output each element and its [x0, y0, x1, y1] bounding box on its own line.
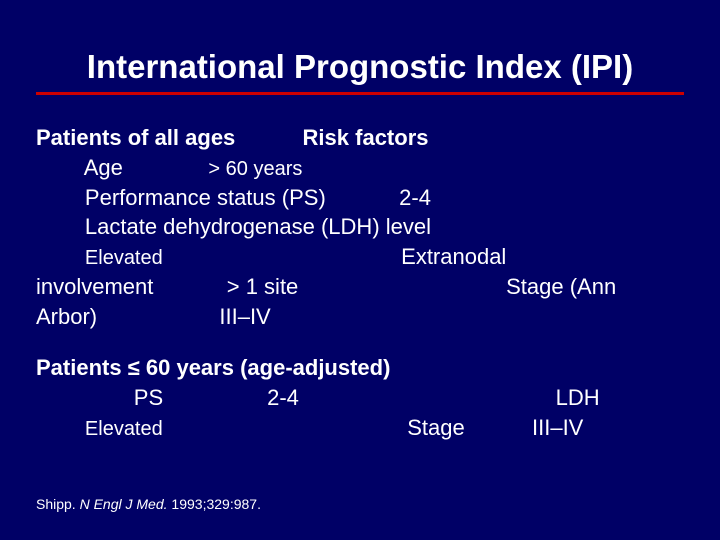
- value-iii-iv-2: III–IV: [532, 415, 583, 440]
- value-ps2: 2-4: [267, 385, 299, 410]
- header-patients-all: Patients of all ages: [36, 125, 235, 150]
- citation-author: Shipp.: [36, 496, 76, 512]
- value-iii-iv-1: III–IV: [219, 304, 270, 329]
- label-ps: Performance status (PS): [85, 185, 326, 210]
- label-involvement: involvement: [36, 274, 153, 299]
- label-ldh2: LDH: [556, 385, 600, 410]
- slide-body: Patients of all ages Risk factors Age > …: [36, 123, 684, 443]
- citation: Shipp. N Engl J Med. 1993;329:987.: [36, 496, 261, 512]
- section2-header: Patients ≤ 60 years (age-adjusted): [36, 353, 684, 383]
- row-elevated-extranodal: Elevated Extranodal: [36, 242, 684, 272]
- value-ps: 2-4: [399, 185, 431, 210]
- row-ps: Performance status (PS) 2-4: [36, 183, 684, 213]
- section2-row2: Elevated Stage III–IV: [36, 413, 684, 443]
- label-extranodal: Extranodal: [401, 244, 506, 269]
- label-elevated2: Elevated: [85, 418, 163, 440]
- section1-header: Patients of all ages Risk factors: [36, 123, 684, 153]
- value-age: > 60 years: [208, 158, 302, 180]
- value-site: > 1 site: [227, 274, 299, 299]
- label-stage-ann: Stage (Ann: [506, 274, 616, 299]
- row-age: Age > 60 years: [36, 153, 684, 183]
- label-stage2: Stage: [407, 415, 465, 440]
- row-ldh: Lactate dehydrogenase (LDH) level: [36, 212, 684, 242]
- label-elevated: Elevated: [85, 247, 163, 269]
- citation-rest: 1993;329:987.: [171, 496, 261, 512]
- label-age: Age: [84, 155, 123, 180]
- row-involvement: involvement > 1 site Stage (Ann: [36, 272, 684, 302]
- label-ldh: Lactate dehydrogenase (LDH) level: [85, 214, 431, 239]
- section2-row1: PS 2-4 LDH: [36, 383, 684, 413]
- header-risk-factors: Risk factors: [303, 125, 429, 150]
- slide-title: International Prognostic Index (IPI): [36, 48, 684, 95]
- citation-journal: N Engl J Med.: [80, 496, 168, 512]
- row-arbor: Arbor) III–IV: [36, 302, 684, 332]
- section2: Patients ≤ 60 years (age-adjusted) PS 2-…: [36, 353, 684, 442]
- label-ps2: PS: [134, 385, 163, 410]
- label-arbor: Arbor): [36, 304, 97, 329]
